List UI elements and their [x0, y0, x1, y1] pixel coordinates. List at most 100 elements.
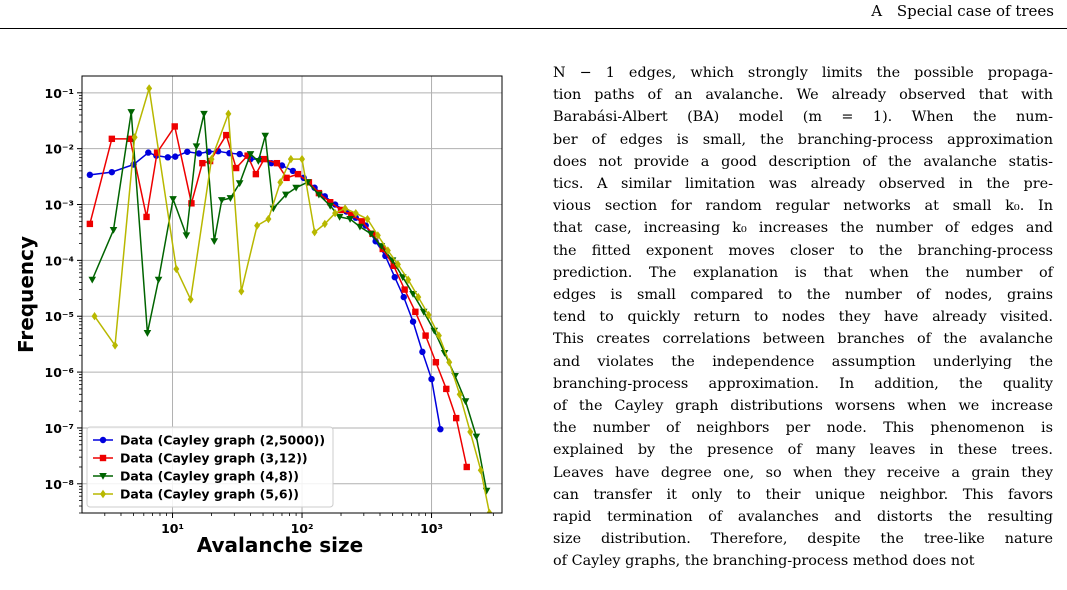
running-head: A Special case of trees	[871, 2, 1054, 20]
data-point	[86, 171, 94, 179]
data-point	[246, 151, 255, 158]
legend-label: Data (Cayley graph (5,6))	[120, 487, 299, 502]
data-point	[415, 292, 422, 302]
data-point	[432, 359, 440, 366]
body-text-line: the number of neighbors per node. This p…	[553, 420, 1053, 437]
data-point	[294, 170, 302, 178]
data-point	[384, 246, 391, 255]
y-tick-label: 10⁻²	[45, 142, 74, 157]
data-point	[409, 318, 417, 325]
data-point	[232, 164, 240, 172]
body-text-line: vious section for random regular network…	[553, 198, 1053, 215]
data-point	[238, 287, 245, 296]
data-point	[109, 226, 118, 234]
body-text-line: explained by the presence of many leaves…	[553, 442, 1053, 459]
data-point	[112, 341, 119, 350]
data-point	[108, 135, 116, 143]
data-point	[486, 508, 493, 513]
data-point	[171, 123, 178, 130]
data-point	[292, 184, 300, 192]
data-point	[154, 276, 163, 284]
data-point	[254, 158, 263, 165]
data-point	[187, 295, 194, 304]
y-tick-label: 10⁻¹	[45, 86, 74, 101]
data-point	[456, 390, 463, 399]
header-rule	[0, 28, 1067, 29]
x-tick-label: 10¹	[161, 521, 184, 536]
data-point	[182, 232, 191, 240]
data-point	[437, 425, 444, 433]
data-point	[265, 214, 272, 224]
data-point	[217, 197, 226, 204]
data-point	[477, 466, 484, 475]
data-point	[143, 213, 150, 221]
data-point	[131, 133, 138, 142]
data-point	[169, 196, 177, 203]
data-point	[299, 154, 306, 164]
data-point	[428, 375, 435, 383]
body-text-line: edges is small compared to the number of…	[553, 287, 1053, 304]
data-point	[210, 238, 219, 246]
data-point	[261, 132, 270, 140]
data-point	[188, 200, 195, 207]
data-point	[352, 208, 359, 218]
data-point	[335, 213, 344, 221]
x-tick-label: 10³	[420, 521, 443, 536]
data-point	[400, 293, 407, 301]
data-point	[173, 264, 180, 274]
body-text-line: N − 1 edges, which strongly limits the p…	[553, 65, 1053, 81]
data-point	[223, 131, 230, 139]
data-point	[283, 174, 290, 182]
data-point	[143, 330, 152, 337]
data-point	[461, 398, 470, 406]
body-text-line: Barabási-Albert (BA) model (m = 1). When…	[553, 109, 1053, 126]
body-text: N − 1 edges, which strongly limits the p…	[553, 62, 1053, 573]
legend-item: Data (Cayley graph (4,8))	[93, 469, 299, 484]
y-tick-label: 10⁻⁷	[45, 421, 74, 436]
data-point	[192, 143, 201, 151]
data-point	[463, 463, 470, 471]
data-point	[273, 159, 281, 167]
data-point	[401, 286, 408, 293]
body-text-line: rapid termination of avalanches and dist…	[553, 509, 1053, 526]
data-point	[425, 310, 432, 320]
y-tick-label: 10⁻⁶	[45, 365, 74, 380]
y-tick-label: 10⁻³	[45, 198, 74, 213]
data-point	[435, 331, 442, 340]
body-text-line: of Cayley graphs, the branching-process …	[553, 553, 975, 570]
data-point	[235, 180, 244, 188]
data-point	[172, 153, 179, 160]
data-point	[311, 227, 318, 237]
data-point	[282, 191, 290, 199]
data-point	[315, 191, 323, 199]
data-point	[225, 109, 232, 119]
data-point	[422, 332, 429, 339]
body-text-line: Leaves have degree one, so when they rec…	[553, 464, 1053, 481]
data-point	[208, 154, 215, 164]
data-point	[364, 214, 371, 224]
data-point	[419, 348, 426, 356]
legend-label: Data (Cayley graph (3,12))	[120, 451, 308, 466]
chart: 10⁻⁸ 10⁻⁷ 10⁻⁶ 10⁻⁵ 10⁻⁴ 10⁻³ 10⁻² 10⁻¹ 10¹ 10² 10…	[14, 75, 503, 557]
x-axis-label: Avalanche size	[197, 533, 363, 557]
legend-box	[86, 426, 334, 508]
data-point	[452, 414, 460, 422]
body-text-line: size distribution. Therefore, despite th…	[553, 531, 1053, 548]
data-point	[472, 433, 481, 441]
body-text-line: can transfer it only to their unique nei…	[553, 486, 1053, 503]
body-text-line: of the Cayley graph distributions worsen…	[553, 398, 1053, 415]
data-point	[254, 221, 261, 230]
data-point	[184, 148, 191, 155]
data-point	[446, 358, 453, 367]
section-number: A	[871, 2, 883, 20]
data-point	[405, 275, 412, 284]
section-title: Special case of trees	[896, 2, 1054, 20]
data-point	[99, 473, 107, 480]
data-point	[146, 84, 153, 93]
body-text-line: the fitted exponent moves closer to the …	[553, 242, 1053, 259]
data-point	[252, 170, 260, 178]
y-tick-label: 10⁻⁵	[45, 309, 74, 324]
data-point	[226, 195, 235, 202]
data-point	[356, 223, 364, 231]
data-point	[145, 149, 152, 156]
